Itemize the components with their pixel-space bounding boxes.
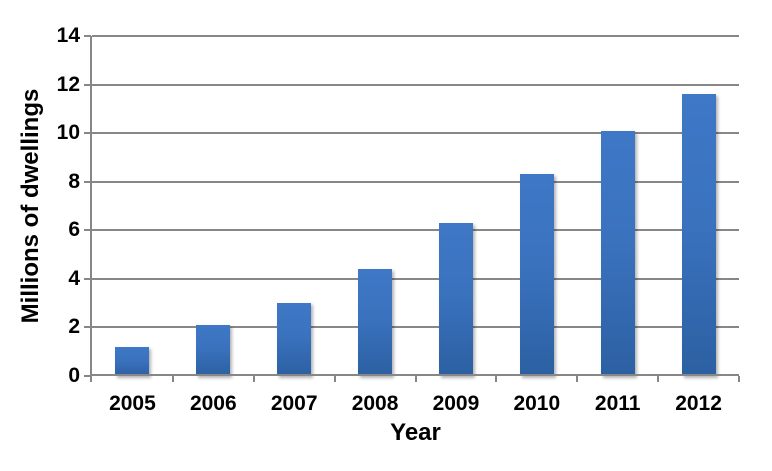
x-tick-label-2005: 2005 [109, 392, 156, 415]
y-tick-label-4: 4 [68, 266, 80, 290]
x-tick-8 [738, 376, 740, 382]
y-tick-12 [84, 83, 91, 86]
x-tick-label-2009: 2009 [432, 392, 480, 415]
bar-2007 [277, 303, 311, 376]
y-tick-label-8: 8 [68, 169, 80, 193]
y-tick-8 [84, 180, 91, 183]
gridline-y-8 [92, 180, 739, 183]
y-tick-10 [84, 132, 91, 135]
bar-2008 [358, 269, 392, 376]
x-axis-title: Year [390, 419, 441, 446]
x-tick-0 [90, 376, 92, 382]
gridline-y-12 [92, 83, 739, 86]
y-tick-0 [84, 375, 91, 377]
y-tick-label-14: 14 [56, 24, 80, 47]
gridline-y-2 [92, 326, 739, 329]
x-tick-1 [172, 376, 174, 382]
bar-2009 [439, 223, 473, 376]
x-tick-label-2006: 2006 [189, 392, 237, 415]
y-tick-label-12: 12 [56, 72, 80, 96]
x-tick-5 [495, 376, 497, 382]
x-tick-7 [657, 376, 659, 382]
x-tick-6 [576, 376, 578, 382]
gridline-y-6 [92, 229, 739, 232]
gridline-y-14 [92, 35, 739, 37]
y-tick-14 [84, 35, 91, 37]
x-tick-label-2010: 2010 [513, 392, 561, 415]
y-tick-2 [84, 326, 91, 329]
bar-2012 [682, 94, 716, 376]
x-tick-label-2007: 2007 [270, 392, 318, 415]
x-tick-label-2011: 2011 [594, 392, 641, 415]
bar-2006 [196, 325, 230, 376]
bar-2005 [115, 346, 149, 376]
gridline-y-10 [92, 132, 739, 135]
bar-2011 [601, 130, 635, 376]
x-tick-3 [334, 376, 336, 382]
plot-area [84, 35, 740, 382]
y-axis-line [90, 36, 92, 376]
y-tick-4 [84, 277, 91, 280]
y-tick-label-2: 2 [68, 315, 80, 339]
x-tick-label-2008: 2008 [351, 392, 399, 415]
x-tick-2 [253, 376, 255, 382]
y-tick-6 [84, 229, 91, 232]
x-tick-4 [415, 376, 417, 382]
x-tick-label-2012: 2012 [675, 392, 722, 415]
y-tick-label-0: 0 [68, 364, 80, 387]
bar-2010 [520, 174, 554, 376]
y-tick-label-10: 10 [56, 121, 80, 145]
x-axis-line [90, 374, 739, 376]
y-tick-label-6: 6 [68, 218, 80, 242]
gridline-y-4 [92, 277, 739, 280]
